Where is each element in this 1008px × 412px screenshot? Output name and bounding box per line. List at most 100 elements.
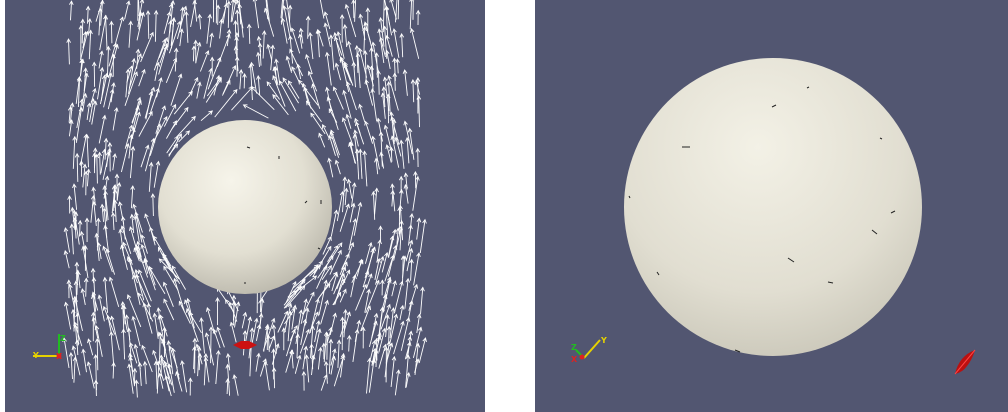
vector-glyph [168, 143, 178, 156]
vector-glyph-head [354, 148, 360, 154]
vector-glyph [186, 308, 199, 342]
vector-glyph-head [125, 68, 131, 74]
vector-glyph-head [79, 230, 85, 236]
vector-glyph [132, 106, 139, 130]
vector-glyph-head [141, 68, 146, 74]
vector-glyph-head [293, 325, 298, 330]
vector-glyph [342, 270, 350, 286]
vector-glyph [416, 314, 421, 334]
vector-glyph-head [67, 106, 73, 111]
vector-glyph-head [94, 232, 100, 238]
vector-glyph [104, 185, 108, 222]
vector-glyph [341, 254, 350, 270]
vector-glyph-head [173, 277, 178, 283]
vector-glyph [100, 0, 104, 26]
vector-glyph [95, 380, 97, 397]
vector-glyph-head [145, 144, 150, 150]
vector-glyph [400, 317, 410, 351]
vector-glyph [289, 36, 294, 64]
vector-glyph-head [191, 115, 196, 121]
vector-glyph-head [133, 71, 138, 77]
vector-glyph [304, 308, 309, 326]
vector-glyph [112, 107, 118, 131]
vector-glyph [344, 24, 348, 48]
vector-glyph-head [371, 135, 376, 141]
vector-glyph-head [334, 245, 339, 250]
vector-glyph-head [87, 18, 92, 23]
vector-glyph-head [370, 248, 375, 254]
vector-glyph-head [366, 288, 371, 294]
vector-glyph [156, 77, 162, 98]
vector-glyph-head [284, 310, 289, 316]
vector-glyph [333, 355, 345, 387]
vector-glyph-head [389, 146, 394, 152]
vector-glyph-head [288, 80, 293, 86]
vector-glyph-head [79, 160, 84, 165]
vector-glyph [300, 319, 306, 345]
right-render-viewport[interactable]: Y Z X [535, 0, 1008, 412]
vector-glyph-head [149, 31, 154, 37]
vector-glyph-head [136, 240, 141, 246]
vector-glyph-head [415, 175, 420, 181]
vector-glyph [181, 360, 188, 393]
vector-glyph-head [354, 328, 360, 334]
vector-glyph [65, 302, 72, 330]
vector-glyph-head [405, 277, 411, 283]
vector-glyph [318, 133, 326, 148]
vector-glyph-head [362, 283, 368, 289]
vector-glyph-head [340, 355, 345, 361]
vector-glyph-head [74, 339, 80, 344]
vector-glyph [124, 125, 133, 149]
vector-glyph [291, 66, 300, 83]
vector-glyph [346, 114, 352, 129]
vector-glyph-head [113, 107, 119, 112]
vector-glyph [299, 34, 303, 49]
vector-glyph-head [86, 168, 91, 174]
vector-glyph-head [342, 89, 347, 95]
vector-glyph [360, 306, 371, 332]
vector-glyph-head [135, 48, 141, 54]
vector-glyph [330, 35, 335, 71]
vector-glyph-head [387, 74, 392, 80]
left-render-viewport[interactable]: Z Y X [5, 0, 485, 412]
vector-glyph-head [130, 185, 135, 190]
vector-glyph-head [225, 378, 230, 383]
vector-glyph-head [376, 257, 381, 263]
vector-glyph-head [337, 249, 342, 255]
vector-glyph-head [405, 371, 411, 377]
vector-glyph-head [247, 316, 253, 322]
vector-glyph [355, 284, 367, 311]
vector-glyph-head [102, 245, 107, 251]
vector-glyph-head [192, 337, 198, 343]
vector-glyph [351, 260, 364, 283]
vector-glyph [352, 0, 355, 19]
vector-glyph [200, 318, 205, 354]
vector-glyph [96, 338, 99, 371]
vector-glyph [370, 47, 374, 80]
orientation-axes: Z Y X [32, 334, 66, 361]
vector-glyph-head [369, 65, 374, 71]
vector-glyph [108, 43, 117, 67]
vector-glyph-head [342, 288, 347, 294]
vector-glyph [408, 284, 418, 311]
vector-glyph-head [197, 81, 202, 87]
vector-glyph-head [118, 228, 123, 234]
vector-glyph-head [114, 173, 120, 179]
vector-glyph-head [339, 56, 344, 62]
vector-glyph [333, 87, 344, 110]
vector-glyph [93, 202, 97, 226]
vector-glyph [148, 162, 152, 192]
vector-glyph-head [242, 72, 247, 78]
vector-glyph [138, 269, 152, 302]
vector-glyph [143, 303, 153, 334]
vector-glyph [140, 145, 149, 168]
vector-glyph-head [160, 357, 165, 363]
vector-glyph [390, 147, 393, 162]
vector-glyph-head [226, 79, 231, 85]
vector-glyph [106, 151, 109, 168]
vector-glyph-head [112, 153, 117, 158]
vector-glyph-head [215, 4, 221, 10]
vector-glyph-head [358, 148, 363, 154]
vector-glyph [402, 256, 406, 278]
vector-glyph [314, 320, 320, 343]
